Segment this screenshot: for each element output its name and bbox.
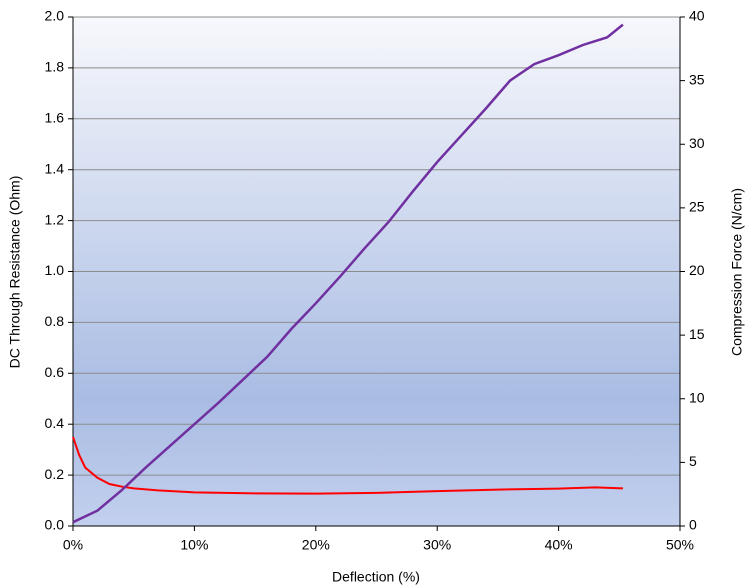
y-tick-label: 1.0	[45, 262, 65, 278]
y-tick-label: 1.4	[45, 160, 65, 176]
y-tick-label: 0.6	[45, 364, 65, 380]
x-tick-label: 30%	[423, 537, 451, 553]
y-tick-label: 1.2	[45, 211, 65, 227]
y2-tick-label: 35	[689, 71, 705, 87]
x-tick-label: 0%	[63, 537, 83, 553]
y2-tick-label: 30	[689, 135, 705, 151]
x-tick-label: 40%	[545, 537, 573, 553]
x-axis-title: Deflection (%)	[332, 569, 420, 585]
y2-tick-label: 20	[689, 262, 705, 278]
y2-tick-label: 40	[689, 8, 705, 24]
y-tick-label: 0.4	[45, 415, 65, 431]
y2-tick-label: 10	[689, 389, 705, 405]
y2-tick-label: 0	[689, 517, 697, 533]
y-tick-label: 2.0	[45, 8, 65, 24]
y2-tick-label: 15	[689, 326, 705, 342]
y-axis-title: DC Through Resistance (Ohm)	[7, 176, 23, 369]
series-line	[72, 23, 624, 524]
y-tick-label: 0.0	[45, 517, 65, 533]
y-tick-label: 0.8	[45, 313, 65, 329]
series-line	[72, 436, 623, 495]
x-tick-label: 10%	[180, 537, 208, 553]
y-tick-label: 1.6	[45, 110, 65, 126]
y-tick-label: 1.8	[45, 59, 65, 75]
y-tick-label: 0.2	[45, 466, 65, 482]
y2-tick-label: 5	[689, 453, 697, 469]
x-tick-label: 20%	[302, 537, 330, 553]
x-tick-label: 50%	[666, 537, 694, 553]
y2-tick-label: 25	[689, 199, 705, 215]
y2-axis-title: Compression Force (N/cm)	[729, 188, 745, 356]
